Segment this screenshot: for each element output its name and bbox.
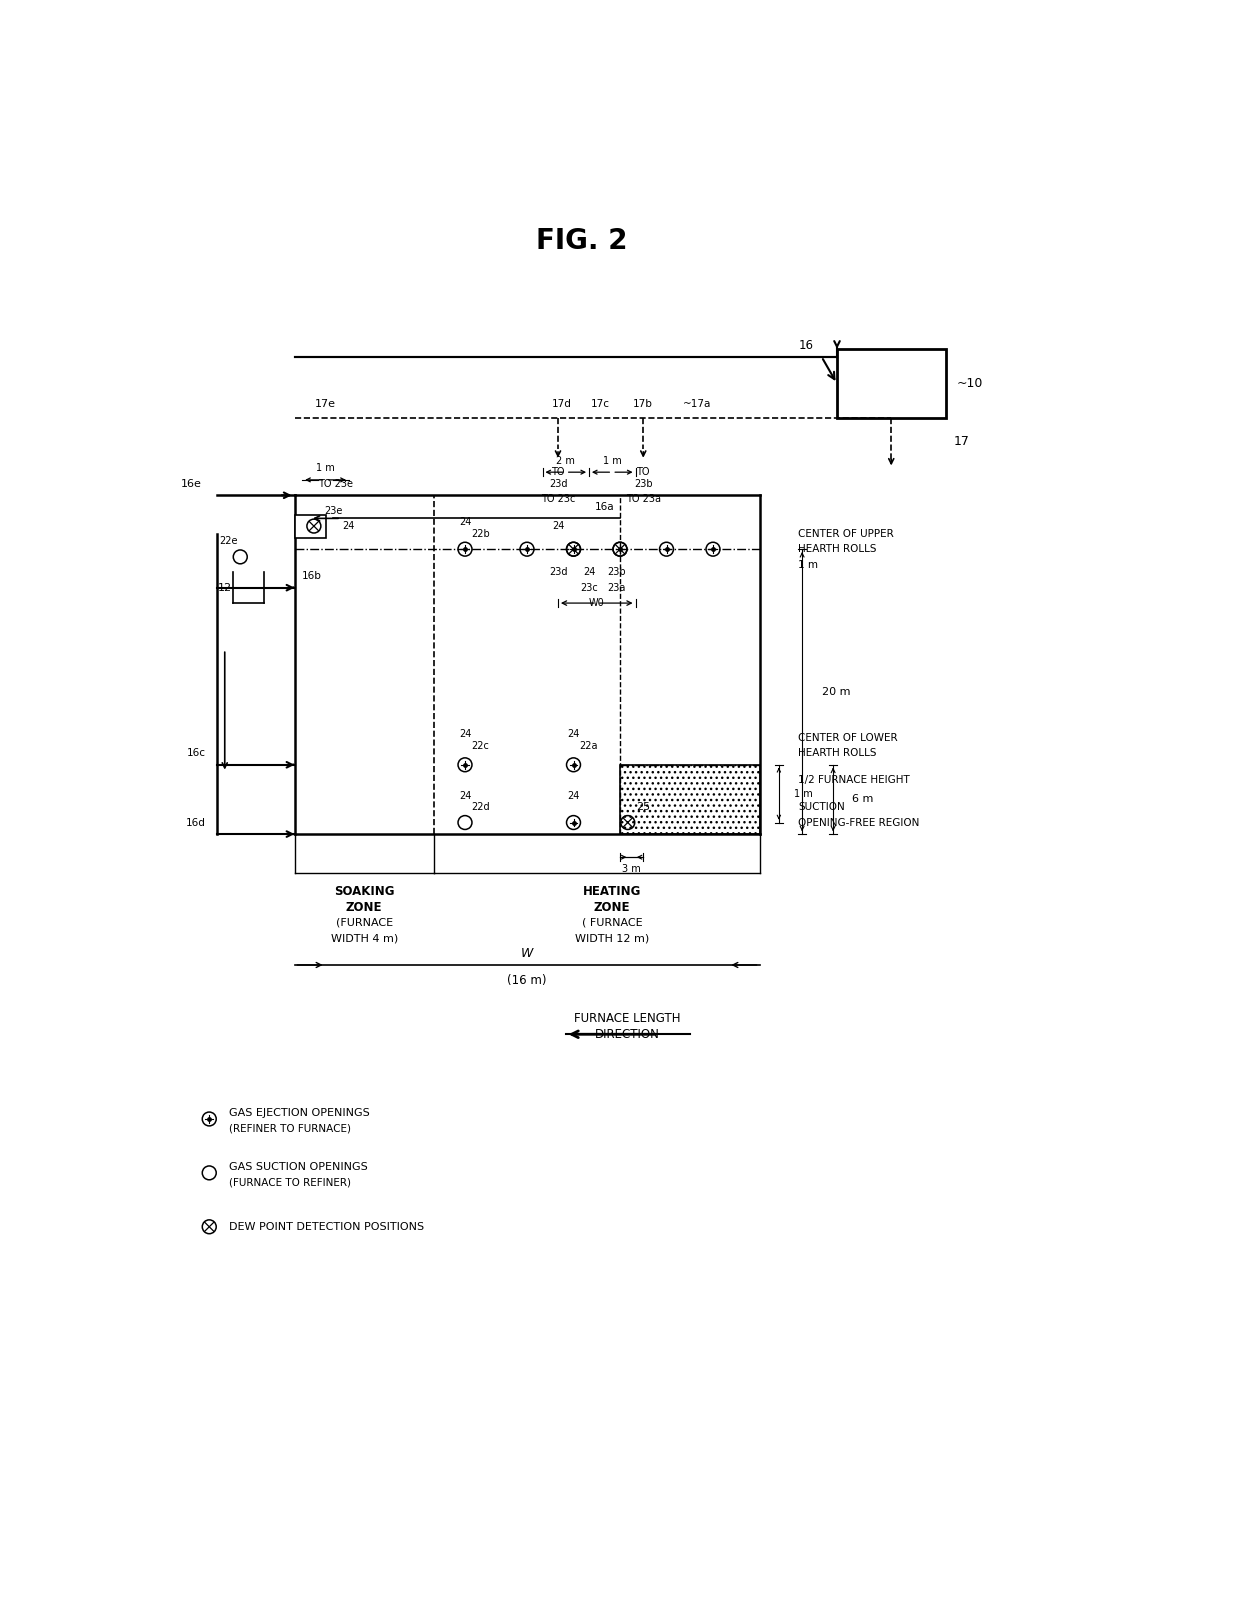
Text: ( FURNACE: ( FURNACE	[582, 917, 642, 927]
Text: TO: TO	[636, 467, 650, 477]
Text: ZONE: ZONE	[594, 901, 630, 914]
Text: 17e: 17e	[315, 400, 336, 409]
Text: DIRECTION: DIRECTION	[595, 1028, 660, 1041]
Text: 23d: 23d	[549, 567, 567, 577]
Text: FURNACE LENGTH: FURNACE LENGTH	[574, 1012, 681, 1025]
Text: 24: 24	[568, 790, 579, 801]
Text: 23a: 23a	[606, 582, 625, 593]
Text: 22c: 22c	[471, 740, 490, 751]
Text: OPENING-FREE REGION: OPENING-FREE REGION	[799, 817, 920, 827]
Text: ~10: ~10	[957, 377, 983, 390]
Text: 22d: 22d	[471, 803, 490, 812]
Text: 23e: 23e	[324, 506, 342, 516]
Text: 24: 24	[583, 567, 595, 577]
Text: ~17a: ~17a	[683, 400, 712, 409]
Text: 23d: 23d	[549, 479, 567, 488]
Text: 6 m: 6 m	[853, 795, 874, 804]
Text: 1 m: 1 m	[603, 456, 621, 466]
Text: CENTER OF LOWER: CENTER OF LOWER	[799, 733, 898, 743]
Text: 16b: 16b	[303, 571, 322, 582]
Text: HEARTH ROLLS: HEARTH ROLLS	[799, 748, 877, 758]
Text: 24: 24	[568, 729, 579, 738]
Text: WIDTH 12 m): WIDTH 12 m)	[575, 933, 650, 943]
Text: 22b: 22b	[471, 529, 490, 538]
Text: SUCTION: SUCTION	[799, 803, 844, 812]
Text: 24: 24	[459, 517, 471, 527]
Text: HEARTH ROLLS: HEARTH ROLLS	[799, 545, 877, 555]
Text: 22e: 22e	[219, 537, 238, 546]
Text: 1 m: 1 m	[795, 788, 813, 798]
Text: DEW POINT DETECTION POSITIONS: DEW POINT DETECTION POSITIONS	[228, 1222, 424, 1232]
Text: 17d: 17d	[552, 400, 572, 409]
Text: 23b: 23b	[634, 479, 652, 488]
Text: TO: TO	[552, 467, 564, 477]
Text: 16a: 16a	[595, 501, 614, 513]
Text: WIDTH 4 m): WIDTH 4 m)	[331, 933, 398, 943]
Text: 17c: 17c	[591, 400, 610, 409]
Text: 17: 17	[954, 435, 970, 448]
Text: SOAKING: SOAKING	[334, 885, 394, 898]
Text: 16d: 16d	[186, 817, 206, 827]
Text: 25: 25	[636, 803, 650, 812]
Text: FIG. 2: FIG. 2	[536, 227, 627, 255]
Text: GAS EJECTION OPENINGS: GAS EJECTION OPENINGS	[228, 1107, 370, 1117]
Text: 24: 24	[552, 521, 564, 530]
Text: 16c: 16c	[186, 748, 206, 758]
Text: CENTER OF UPPER: CENTER OF UPPER	[799, 529, 894, 538]
Text: 24: 24	[342, 521, 355, 530]
Text: 17b: 17b	[634, 400, 653, 409]
Text: 22a: 22a	[580, 740, 598, 751]
Text: 20 m: 20 m	[821, 687, 849, 696]
Bar	[620, 764, 759, 833]
Text: 1 m: 1 m	[316, 463, 335, 474]
Text: TO 23c: TO 23c	[541, 495, 575, 505]
Text: (REFINER TO FURNACE): (REFINER TO FURNACE)	[228, 1124, 351, 1133]
Text: HEATING: HEATING	[583, 885, 641, 898]
Text: (FURNACE TO REFINER): (FURNACE TO REFINER)	[228, 1177, 351, 1186]
Text: 12: 12	[218, 582, 232, 593]
Text: 1 m: 1 m	[799, 559, 818, 569]
Text: 16: 16	[799, 339, 813, 351]
Text: GAS SUCTION OPENINGS: GAS SUCTION OPENINGS	[228, 1162, 367, 1172]
Text: W0: W0	[589, 598, 605, 608]
Bar	[837, 348, 945, 418]
Text: 23b: 23b	[606, 567, 625, 577]
Text: 3 m: 3 m	[622, 864, 641, 874]
Bar	[295, 514, 325, 538]
Text: (FURNACE: (FURNACE	[336, 917, 393, 927]
Text: 24: 24	[459, 729, 471, 738]
Text: 2 m: 2 m	[557, 456, 575, 466]
Text: TO 23a: TO 23a	[626, 495, 661, 505]
Text: W: W	[521, 946, 533, 959]
Text: 1/2 FURNACE HEIGHT: 1/2 FURNACE HEIGHT	[799, 775, 910, 785]
Text: ZONE: ZONE	[346, 901, 382, 914]
Text: TO 23e: TO 23e	[317, 479, 352, 488]
Text: 24: 24	[459, 790, 471, 801]
Text: 16e: 16e	[181, 479, 201, 488]
Text: (16 m): (16 m)	[507, 974, 547, 987]
Text: 23c: 23c	[580, 582, 598, 593]
